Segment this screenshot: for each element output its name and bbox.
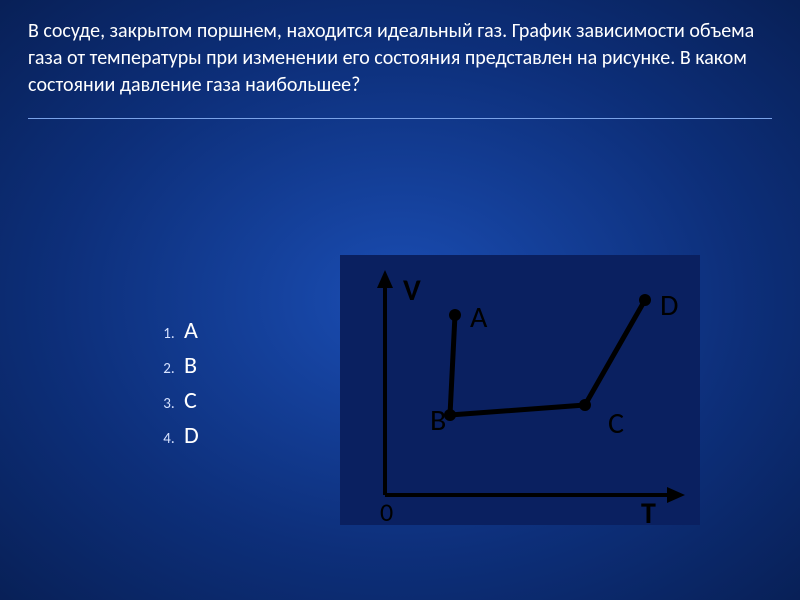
question-title: В сосуде, закрытом поршнем, находится ид…: [28, 18, 772, 103]
point-d-marker: [639, 294, 651, 306]
point-d-label: D: [660, 287, 678, 324]
y-axis-label: V: [403, 272, 421, 309]
option-3-label: С: [184, 386, 197, 415]
point-b-label: B: [430, 402, 446, 439]
option-1[interactable]: А: [178, 316, 199, 345]
point-a-marker: [449, 309, 461, 321]
option-4[interactable]: D: [178, 421, 199, 450]
option-2[interactable]: В: [178, 351, 199, 380]
title-underline: [28, 118, 772, 119]
point-a-label: A: [470, 299, 488, 336]
origin-label: 0: [380, 496, 393, 525]
answer-options: А В С D: [150, 310, 199, 456]
slide: В сосуде, закрытом поршнем, находится ид…: [0, 0, 800, 600]
option-3[interactable]: С: [178, 386, 199, 415]
vt-chart: V T 0 A B C D: [340, 255, 700, 525]
option-1-label: А: [184, 316, 198, 345]
x-axis-label: T: [641, 495, 656, 525]
option-2-label: В: [184, 351, 197, 380]
point-c-marker: [579, 399, 591, 411]
point-c-label: C: [608, 405, 624, 442]
option-4-label: D: [184, 421, 199, 450]
